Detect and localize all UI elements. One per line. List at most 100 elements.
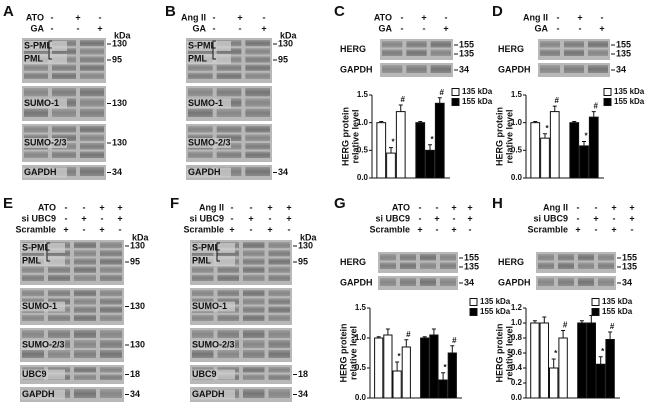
blot-band — [540, 41, 560, 48]
condition-sign: - — [288, 224, 291, 234]
blot-band — [74, 330, 96, 338]
bar — [376, 122, 387, 179]
blot-band — [243, 298, 265, 305]
blot-band — [48, 290, 70, 297]
blot-band — [558, 262, 574, 269]
condition-sign: - — [83, 224, 86, 234]
blot-band — [268, 340, 290, 348]
significance-mark: # — [594, 102, 599, 111]
marker-label: 135 — [622, 261, 637, 271]
blot-band — [217, 266, 239, 273]
error-bar — [404, 339, 409, 347]
error-bar — [533, 121, 538, 123]
blot-band — [74, 298, 96, 305]
condition-sign: - — [65, 213, 68, 223]
blot-label: SUMO-1 — [192, 301, 227, 311]
error-bar — [418, 121, 423, 123]
blot-label: S-PML — [24, 40, 53, 50]
marker-label: 130 — [112, 98, 127, 108]
condition-sign: - — [65, 202, 68, 212]
bar — [386, 152, 396, 179]
bar — [577, 322, 587, 399]
label-bg — [21, 369, 65, 380]
legend-swatch — [469, 308, 478, 316]
blot-band — [564, 41, 584, 48]
y-tick-label: 1.5 — [511, 90, 523, 99]
error-bar — [431, 328, 436, 335]
panel-letter: D — [492, 3, 503, 20]
blot-band — [245, 126, 270, 133]
blot-band — [588, 49, 608, 56]
blot-band — [48, 298, 70, 305]
blot-band — [243, 290, 265, 297]
error-bar — [441, 372, 446, 380]
y-tick-label: 1.5 — [355, 303, 367, 312]
blot-band — [216, 64, 242, 71]
blot-band — [48, 314, 70, 321]
condition-sign: - — [613, 213, 616, 223]
blot-band — [24, 151, 48, 158]
blot-band — [52, 72, 76, 79]
condition-sign: + — [467, 202, 472, 212]
condition-label: si UBC9 — [375, 213, 410, 223]
condition-sign: - — [419, 202, 422, 212]
blot-band — [80, 126, 104, 133]
blot-band — [406, 41, 427, 48]
marker-label: 130 — [112, 38, 127, 48]
blot-band — [245, 40, 270, 47]
marker-label: 34 — [622, 277, 632, 287]
label-bg — [191, 340, 235, 350]
condition-sign: + — [117, 213, 122, 223]
bar — [415, 122, 426, 179]
y-axis-label: relative level — [504, 326, 514, 380]
condition-label: ATO — [38, 202, 56, 212]
blot-band — [538, 262, 554, 269]
condition-label: ATO — [392, 202, 410, 212]
blot-band — [268, 250, 290, 257]
blot-band — [440, 262, 456, 269]
marker-label: 155 — [459, 39, 474, 49]
condition-sign: - — [51, 23, 54, 33]
blot-label: SUMO-2/3 — [192, 339, 235, 349]
error-bar — [437, 97, 442, 104]
blot-band — [80, 167, 104, 176]
blot-band — [80, 56, 104, 63]
blot-band — [598, 254, 614, 261]
condition-sign: + — [629, 213, 634, 223]
bracket — [48, 40, 52, 60]
label-bg — [187, 41, 231, 51]
legend-swatch — [451, 98, 460, 106]
panel-letter: G — [334, 195, 346, 212]
blot-band — [268, 274, 290, 281]
blot-band — [52, 134, 76, 141]
condition-sign: + — [97, 23, 102, 33]
condition-sign: - — [99, 12, 102, 22]
unit-label: kDa — [114, 30, 132, 40]
blot-band — [100, 314, 122, 321]
blot-band — [100, 367, 122, 373]
blot-label: PML — [188, 53, 208, 63]
error-bar — [422, 336, 427, 338]
blot-band — [24, 88, 48, 97]
blot-band — [243, 242, 265, 249]
blot-band — [24, 64, 48, 71]
legend-swatch — [603, 88, 612, 96]
error-bar — [428, 144, 432, 151]
condition-sign: - — [423, 23, 426, 33]
legend-label: 155 kDa — [614, 97, 645, 106]
marker-label: 18 — [130, 369, 140, 379]
condition-sign: - — [579, 23, 582, 33]
significance-mark: # — [452, 336, 457, 345]
error-bar — [591, 111, 596, 118]
condition-sign: - — [231, 202, 234, 212]
marker-label: 34 — [278, 167, 288, 177]
marker-label: 130 — [298, 240, 313, 250]
blot-band — [48, 350, 70, 358]
condition-sign: + — [63, 224, 68, 234]
blot-band — [540, 49, 560, 56]
blot-label: SUMO-1 — [188, 98, 223, 108]
blot-band — [100, 389, 122, 398]
label-bg — [187, 54, 231, 64]
marker-label: 95 — [298, 256, 308, 266]
blot-band — [52, 88, 76, 97]
